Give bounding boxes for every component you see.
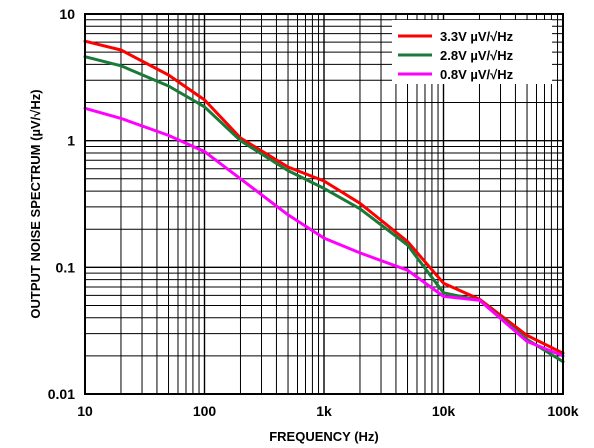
x-axis-title: FREQUENCY (Hz) [269, 429, 379, 444]
x-tick-labels: 10 100 1k 10k 100k [77, 403, 579, 419]
y-tick-label: 1 [67, 133, 75, 149]
y-tick-label: 0.1 [56, 259, 76, 275]
x-tick-label: 100 [193, 403, 217, 419]
legend-label: 0.8V µV/√Hz [440, 67, 514, 82]
x-tick-label: 10 [77, 403, 93, 419]
x-tick-label: 100k [547, 403, 578, 419]
series-line [83, 106, 565, 358]
x-tick-label: 10k [432, 403, 456, 419]
y-tick-label: 0.01 [48, 386, 75, 402]
y-axis-title: OUTPUT NOISE SPECTRUM (µV/√Hz) [28, 89, 43, 318]
legend-label: 2.8V µV/√Hz [440, 48, 514, 63]
x-tick-label: 1k [316, 403, 332, 419]
y-tick-labels: 10 1 0.1 0.01 [48, 6, 75, 402]
legend-label: 3.3V µV/√Hz [440, 29, 514, 44]
plot-frame [84, 13, 564, 395]
legend: 3.3V µV/√Hz 2.8V µV/√Hz 0.8V µV/√Hz [392, 20, 552, 84]
series-lines [83, 39, 565, 364]
grid-lines [85, 14, 563, 394]
y-tick-label: 10 [59, 6, 75, 22]
